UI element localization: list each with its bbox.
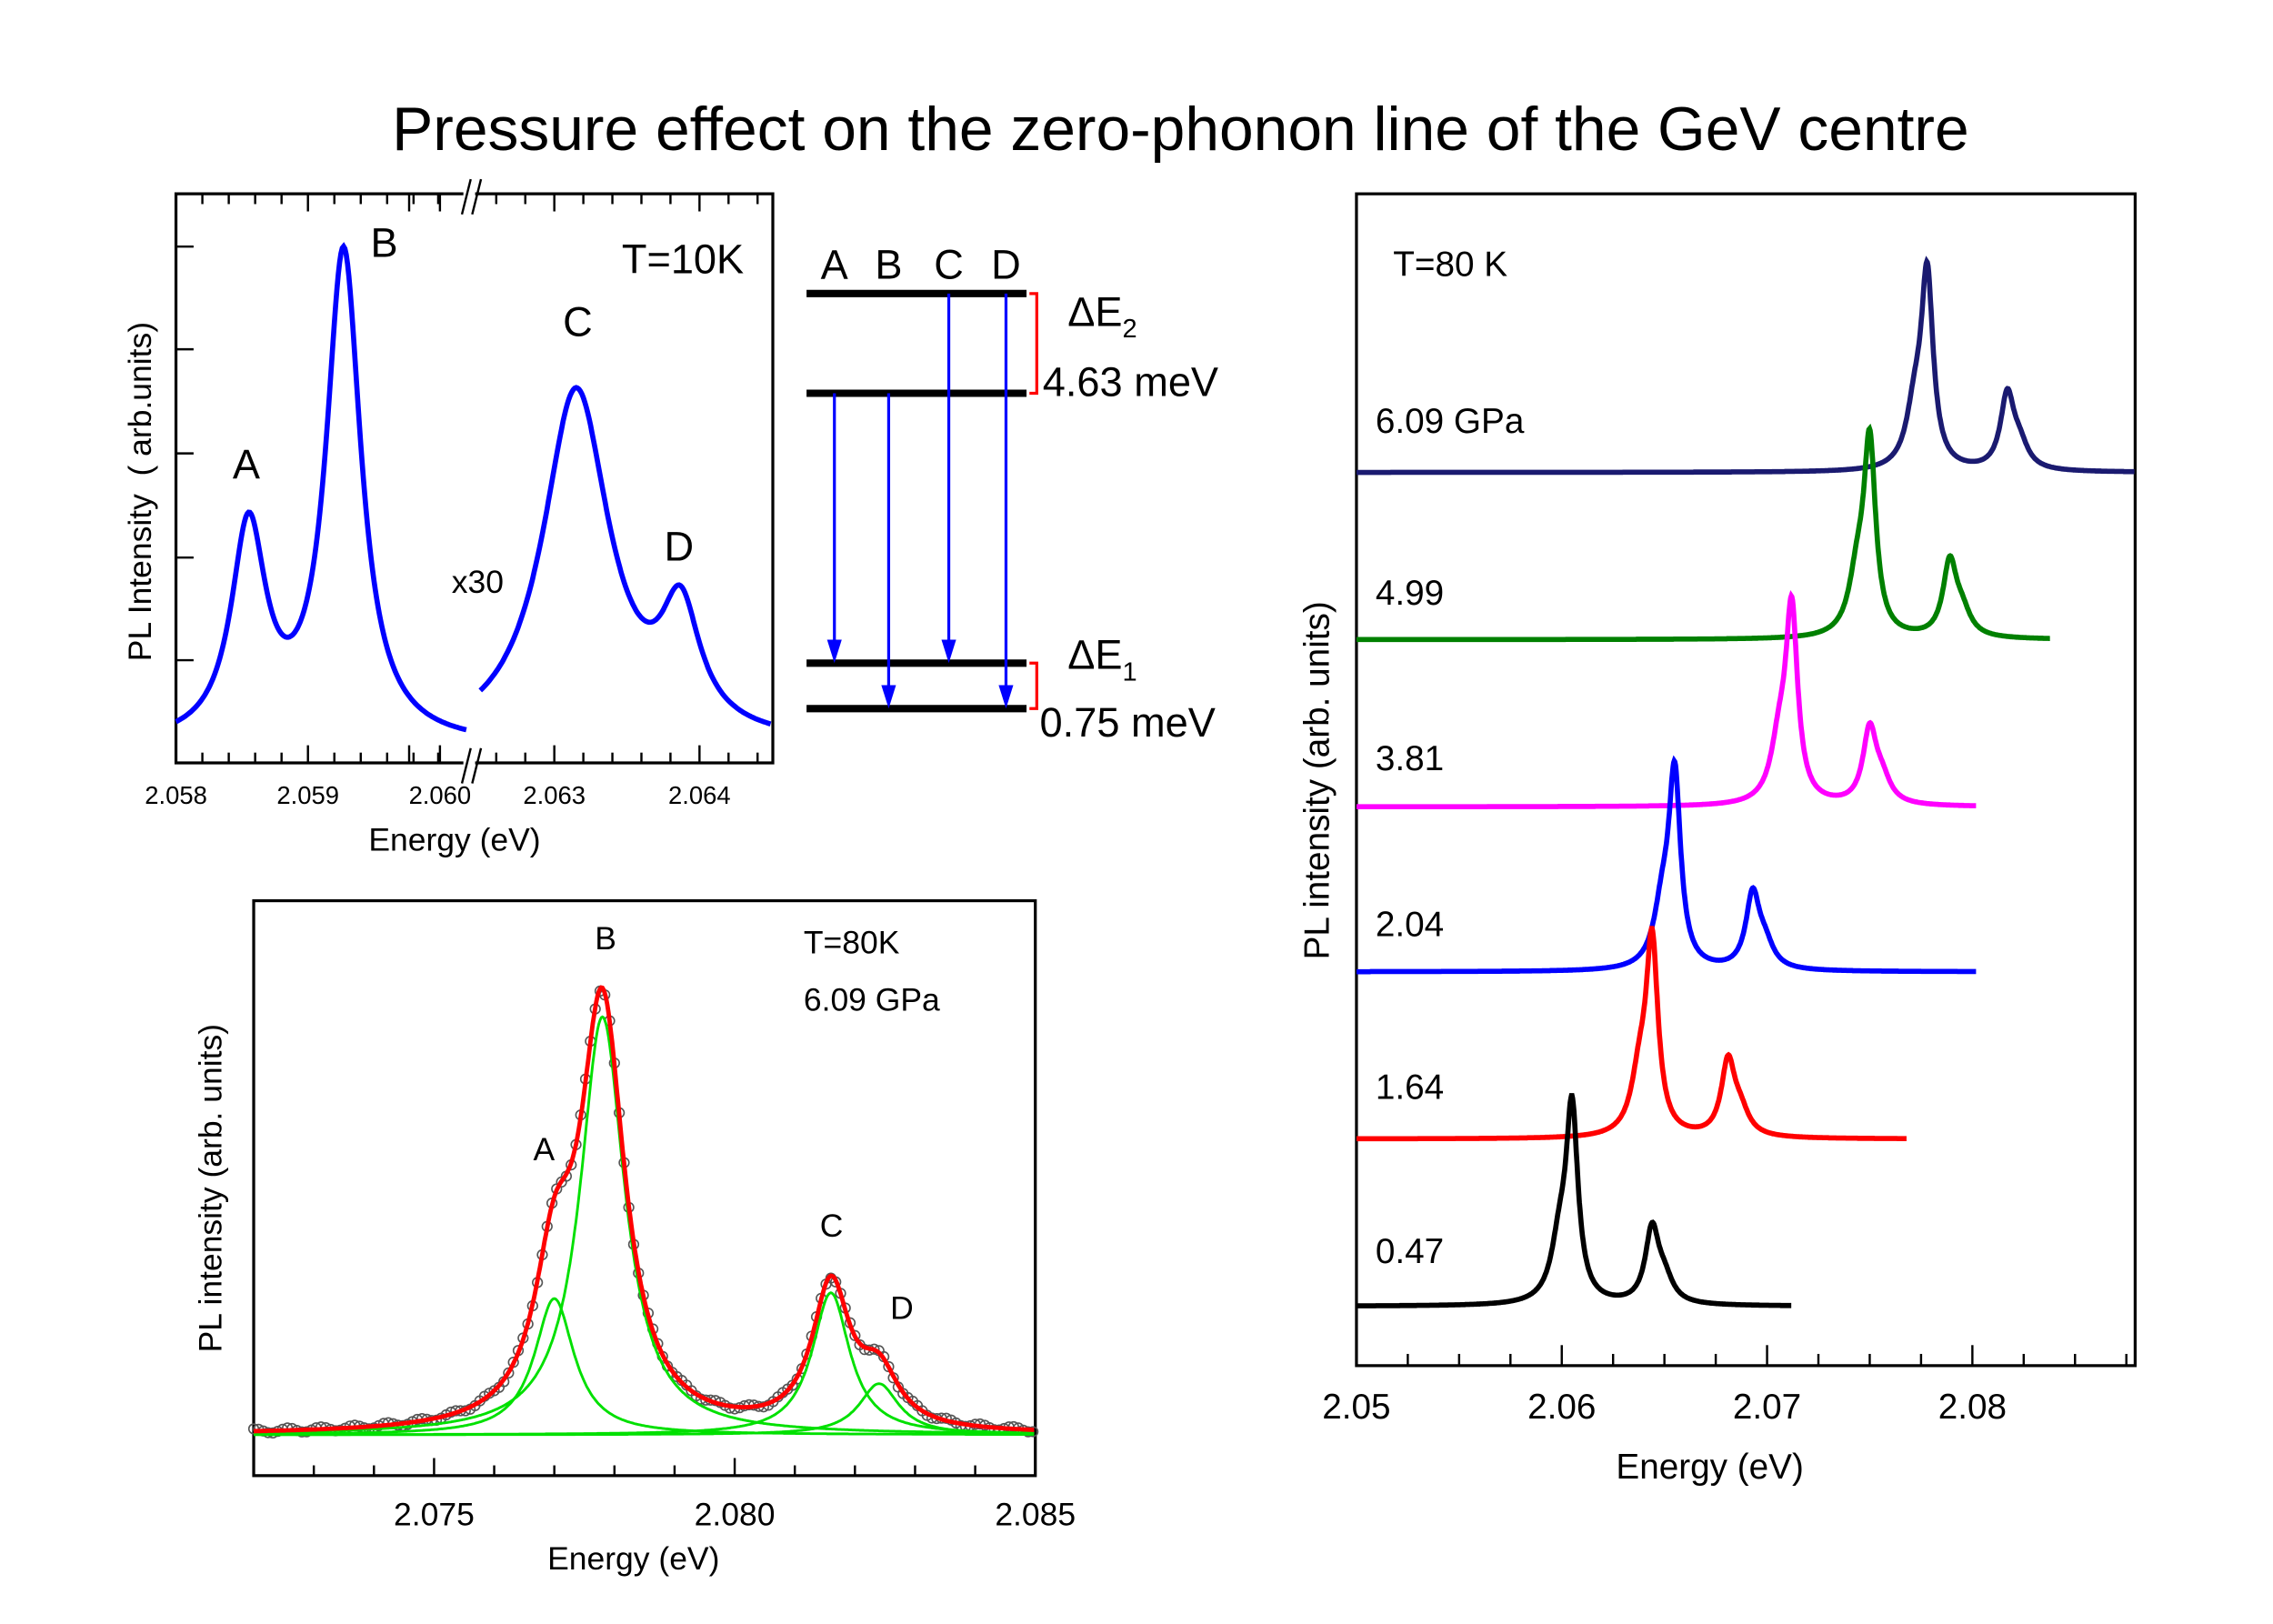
spectrum-curve-2-04 bbox=[1356, 755, 1977, 975]
panel-10k-spectrum: T=10K x30 Energy (eV) PL Intensity ( arb… bbox=[122, 178, 775, 858]
bracket-dE2 bbox=[1029, 292, 1038, 396]
figure-title: Pressure effect on the zero-phonon line … bbox=[392, 95, 1969, 164]
dE2-label: ΔE2 bbox=[1067, 288, 1136, 344]
temperature-label: T=80K bbox=[804, 925, 900, 961]
pressure-label: 3.81 bbox=[1376, 739, 1444, 778]
panel-pressure-series: T=80 K Energy (eV) PL intensity (arb. un… bbox=[1297, 192, 2137, 1487]
spectrum-curve-c-d-x30- bbox=[478, 385, 772, 727]
peak-label-c: C bbox=[820, 1208, 844, 1244]
spectrum-curve-a-b bbox=[175, 242, 467, 733]
dE1-value: 0.75 meV bbox=[1040, 699, 1216, 746]
pressure-label: 2.04 bbox=[1376, 905, 1444, 944]
y-axis-label: PL intensity (arb. units) bbox=[1297, 601, 1337, 959]
component-curve-d bbox=[254, 1382, 1035, 1437]
x-tick-label: 2.080 bbox=[695, 1497, 776, 1533]
spectrum-curve-4-99 bbox=[1356, 423, 2050, 643]
dE2-value: 4.63 meV bbox=[1043, 359, 1218, 406]
pressure-label: 4.99 bbox=[1376, 574, 1444, 613]
x-tick-label: 2.05 bbox=[1322, 1388, 1390, 1427]
transition-label-c: C bbox=[934, 242, 964, 288]
x-axis-label: Energy (eV) bbox=[1616, 1448, 1803, 1487]
temperature-label: T=10K bbox=[622, 236, 744, 282]
pressure-label: 6.09 GPa bbox=[1376, 402, 1525, 441]
arrowhead-icon bbox=[826, 639, 842, 664]
panel3-frame bbox=[1355, 192, 2137, 1368]
component-curve-a bbox=[254, 1297, 1035, 1436]
y-axis-label: PL intensity (arb. units) bbox=[193, 1024, 229, 1352]
x-tick-label: 2.06 bbox=[1527, 1388, 1596, 1427]
x-axis-label: Energy (eV) bbox=[368, 822, 540, 858]
x-axis-label: Energy (eV) bbox=[547, 1540, 719, 1577]
peak-label-d: D bbox=[664, 523, 694, 569]
x-tick-label: 2.064 bbox=[668, 781, 731, 809]
peak-label-a: A bbox=[233, 441, 261, 487]
peak-label-b: B bbox=[595, 920, 616, 957]
panel-fit-spectrum: T=80K 6.09 GPa Energy (eV) PL intensity … bbox=[193, 898, 1076, 1577]
arrowhead-icon bbox=[998, 685, 1014, 709]
peak-label-a: A bbox=[534, 1131, 556, 1168]
peak-label-b: B bbox=[371, 220, 398, 266]
x-tick-label: 2.075 bbox=[394, 1497, 475, 1533]
panel2-frame bbox=[252, 898, 1037, 1478]
x-tick-label: 2.07 bbox=[1733, 1388, 1801, 1427]
panel1-frame bbox=[174, 192, 775, 765]
spectrum-curve-1-64 bbox=[1356, 926, 1907, 1142]
x-tick-label: 2.08 bbox=[1938, 1388, 2007, 1427]
scale-label-x30: x30 bbox=[452, 564, 504, 600]
spectrum-curve-0-47 bbox=[1356, 1093, 1792, 1308]
axis-break-bottom bbox=[460, 747, 483, 784]
bracket-dE1 bbox=[1029, 661, 1038, 710]
axis-break-top bbox=[460, 178, 483, 216]
x-tick-label: 2.059 bbox=[276, 781, 339, 809]
pressure-label: 0.47 bbox=[1376, 1232, 1444, 1271]
transition-label-b: B bbox=[875, 242, 902, 288]
transition-label-d: D bbox=[991, 242, 1021, 288]
transition-label-a: A bbox=[821, 242, 849, 288]
peak-label-d: D bbox=[890, 1289, 914, 1326]
component-curve-b bbox=[254, 1015, 1035, 1435]
peak-label-c: C bbox=[563, 299, 593, 346]
fit-curve bbox=[254, 985, 1035, 1434]
arrowhead-icon bbox=[941, 639, 956, 664]
y-axis-label: PL Intensity ( arb.units) bbox=[122, 322, 158, 661]
x-tick-label: 2.058 bbox=[145, 781, 207, 809]
dE1-label: ΔE1 bbox=[1067, 632, 1136, 687]
spectrum-curve-3-81 bbox=[1356, 590, 1977, 810]
arrowhead-icon bbox=[881, 685, 896, 709]
x-tick-label: 2.085 bbox=[995, 1497, 1076, 1533]
x-tick-label: 2.063 bbox=[523, 781, 586, 809]
spectrum-curve-6-09-gpa bbox=[1356, 256, 2135, 476]
x-tick-label: 2.060 bbox=[409, 781, 472, 809]
pressure-label: 6.09 GPa bbox=[804, 982, 940, 1018]
temperature-label: T=80 K bbox=[1393, 245, 1507, 284]
pressure-label: 1.64 bbox=[1376, 1068, 1444, 1107]
